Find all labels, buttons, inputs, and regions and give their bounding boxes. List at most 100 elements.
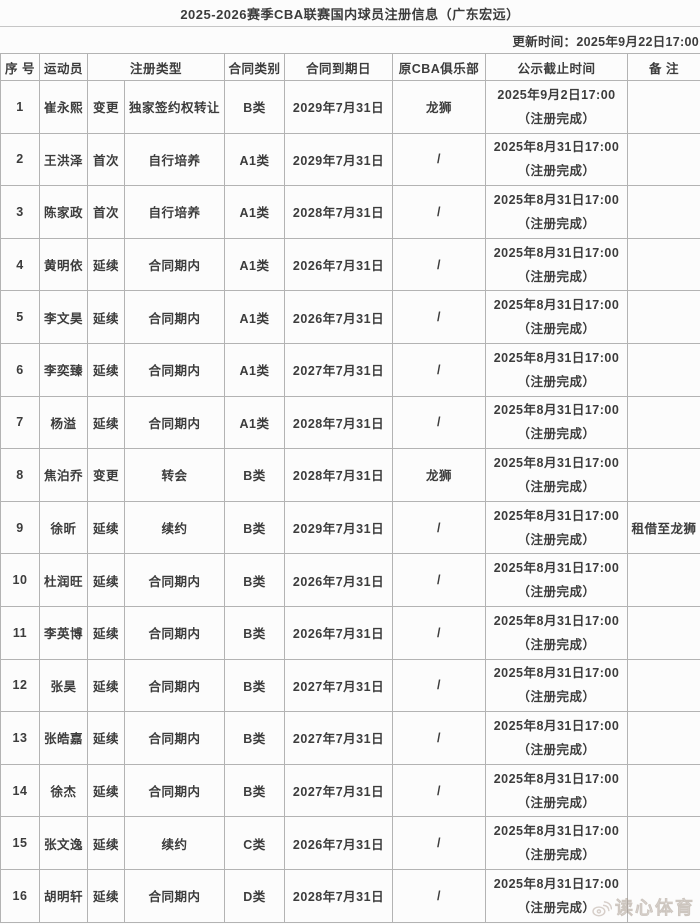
cell-contract-expiry: 2027年7月31日 (284, 658, 394, 713)
cell-contract-class: B类 (224, 448, 286, 502)
deadline-status: （注册完成） (517, 427, 596, 442)
header-publicity-deadline: 公示截止时间 (485, 53, 629, 81)
cell-deadline: 2025年8月31日17:00 （注册完成） (485, 553, 629, 607)
cell-remark (627, 80, 700, 134)
cell-remark (627, 711, 700, 765)
cell-no: 9 (0, 500, 40, 555)
cell-athlete: 胡明轩 (39, 868, 88, 923)
deadline-time: 2025年8月31日17:00 (493, 192, 620, 207)
deadline-time: 2025年8月31日17:00 (493, 561, 620, 576)
cell-original-club: / (392, 868, 487, 923)
cell-reg-detail: 自行培养 (123, 132, 226, 187)
deadline-time: 2025年8月31日17:00 (493, 508, 620, 523)
cell-no: 4 (0, 237, 40, 292)
table-row: 6 李奕臻 延续 合同期内 A1类 2027年7月31日 / 2025年8月31… (0, 342, 700, 397)
cell-no: 13 (0, 711, 40, 765)
cell-remark (627, 605, 700, 660)
cell-reg-detail: 续约 (123, 816, 226, 870)
cell-remark (627, 868, 700, 923)
cell-reg-detail: 续约 (123, 500, 226, 555)
cell-remark (627, 237, 700, 292)
cell-no: 11 (0, 605, 40, 660)
cell-reg-action: 延续 (87, 500, 125, 555)
deadline-status: （注册完成） (517, 900, 596, 915)
cell-remark: 租借至龙狮 (627, 500, 700, 555)
cell-contract-expiry: 2027年7月31日 (284, 711, 394, 765)
cell-original-club: / (392, 553, 487, 607)
cell-reg-action: 延续 (87, 658, 125, 713)
table-row: 11 李英博 延续 合同期内 B类 2026年7月31日 / 2025年8月31… (0, 605, 700, 660)
cell-deadline: 2025年9月2日17:00 （注册完成） (485, 80, 629, 134)
cell-reg-detail: 转会 (123, 448, 226, 502)
header-contract-class: 合同类别 (224, 53, 286, 81)
deadline-status: （注册完成） (517, 585, 596, 600)
deadline-status: （注册完成） (517, 848, 596, 863)
cell-reg-action: 延续 (87, 553, 125, 607)
cell-no: 10 (0, 553, 40, 607)
deadline-time: 2025年8月31日17:00 (493, 666, 620, 681)
cell-no: 1 (0, 80, 40, 134)
cell-no: 14 (0, 763, 40, 818)
cell-remark (627, 395, 700, 450)
cell-reg-detail: 合同期内 (123, 237, 226, 292)
cell-contract-expiry: 2028年7月31日 (284, 395, 394, 450)
cell-athlete: 崔永熙 (39, 80, 88, 134)
cell-remark (627, 553, 700, 607)
cell-contract-expiry: 2029年7月31日 (284, 500, 394, 555)
cell-reg-detail: 合同期内 (123, 290, 226, 344)
deadline-status: （注册完成） (517, 690, 596, 705)
cell-no: 12 (0, 658, 40, 713)
cell-contract-expiry: 2028年7月31日 (284, 868, 394, 923)
cell-athlete: 焦泊乔 (39, 448, 88, 502)
cell-contract-expiry: 2028年7月31日 (284, 448, 394, 502)
table-row: 14 徐杰 延续 合同期内 B类 2027年7月31日 / 2025年8月31日… (0, 763, 700, 818)
cell-remark (627, 185, 700, 239)
cell-reg-action: 延续 (87, 237, 125, 292)
cell-reg-detail: 合同期内 (123, 395, 226, 450)
cell-deadline: 2025年8月31日17:00 （注册完成） (485, 395, 629, 450)
cell-reg-action: 变更 (87, 80, 125, 134)
cell-reg-detail: 合同期内 (123, 763, 226, 818)
cell-contract-class: D类 (224, 868, 286, 923)
cell-athlete: 李奕臻 (39, 342, 88, 397)
deadline-time: 2025年8月31日17:00 (493, 613, 620, 628)
cell-deadline: 2025年8月31日17:00 （注册完成） (485, 711, 629, 765)
cell-reg-action: 延续 (87, 395, 125, 450)
cell-reg-detail: 合同期内 (123, 868, 226, 923)
cell-deadline: 2025年8月31日17:00 （注册完成） (485, 290, 629, 344)
cell-reg-detail: 独家签约权转让 (123, 80, 226, 134)
cell-athlete: 张昊 (39, 658, 88, 713)
table-row: 13 张皓嘉 延续 合同期内 B类 2027年7月31日 / 2025年8月31… (0, 711, 700, 765)
header-contract-expiry: 合同到期日 (284, 53, 394, 81)
cell-contract-class: B类 (224, 553, 286, 607)
table-row: 9 徐昕 延续 续约 B类 2029年7月31日 / 2025年8月31日17:… (0, 500, 700, 555)
table-row: 15 张文逸 延续 续约 C类 2026年7月31日 / 2025年8月31日1… (0, 816, 700, 870)
cell-deadline: 2025年8月31日17:00 （注册完成） (485, 342, 629, 397)
cell-contract-expiry: 2026年7月31日 (284, 290, 394, 344)
cell-reg-detail: 合同期内 (123, 605, 226, 660)
cell-reg-detail: 合同期内 (123, 658, 226, 713)
header-original-club: 原CBA俱乐部 (392, 53, 487, 81)
cell-reg-detail: 合同期内 (123, 711, 226, 765)
cell-reg-detail: 自行培养 (123, 185, 226, 239)
deadline-time: 2025年8月31日17:00 (493, 298, 620, 313)
page-title: 2025-2026赛季CBA联赛国内球员注册信息（广东宏远） (0, 0, 700, 27)
cell-contract-class: A1类 (224, 395, 286, 450)
cell-original-club: / (392, 185, 487, 239)
header-reg-type: 注册类型 (86, 53, 226, 81)
deadline-status: （注册完成） (517, 164, 596, 179)
table-row: 4 黄明依 延续 合同期内 A1类 2026年7月31日 / 2025年8月31… (0, 237, 700, 292)
cell-original-club: / (392, 711, 487, 765)
cell-no: 16 (0, 868, 40, 923)
cell-athlete: 李英博 (39, 605, 88, 660)
table-row: 1 崔永熙 变更 独家签约权转让 B类 2029年7月31日 龙狮 2025年9… (0, 80, 700, 134)
cell-contract-expiry: 2027年7月31日 (284, 342, 394, 397)
cell-contract-expiry: 2029年7月31日 (284, 80, 394, 134)
cell-contract-expiry: 2026年7月31日 (284, 237, 394, 292)
update-time: 更新时间：2025年9月22日17:00 (512, 34, 699, 49)
cell-deadline: 2025年8月31日17:00 （注册完成） (485, 605, 629, 660)
cell-contract-class: A1类 (224, 342, 286, 397)
cell-contract-class: A1类 (224, 132, 286, 187)
deadline-time: 2025年9月2日17:00 (497, 87, 616, 102)
header-athlete: 运动员 (39, 53, 88, 81)
